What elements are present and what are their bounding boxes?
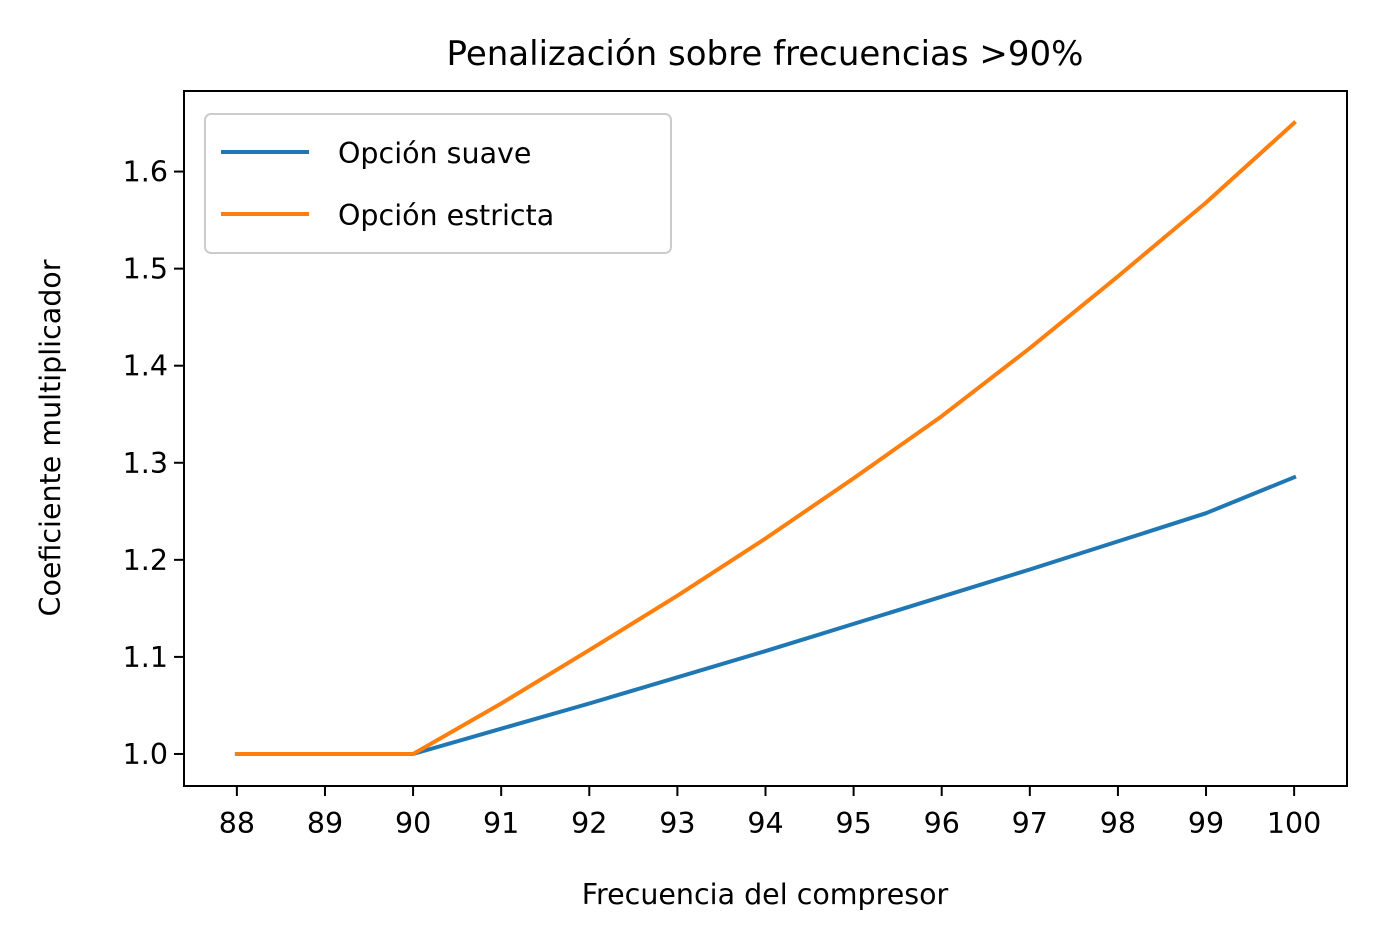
y-tick-label: 1.5 (123, 253, 168, 286)
x-tick-label: 91 (483, 807, 519, 840)
x-tick-label: 89 (307, 807, 343, 840)
x-tick-label: 90 (395, 807, 431, 840)
legend: Opción suave Opción estricta (204, 113, 672, 254)
y-tick-label: 1.0 (123, 738, 168, 771)
x-tick-label: 94 (747, 807, 783, 840)
y-tick-label: 1.2 (123, 544, 168, 577)
y-tick-label: 1.4 (123, 350, 168, 383)
y-tick-label: 1.1 (123, 641, 168, 674)
x-tick-label: 100 (1267, 807, 1321, 840)
legend-box (204, 113, 672, 254)
x-tick-label: 99 (1188, 807, 1224, 840)
plot-frame (183, 90, 1348, 787)
chart-title: Penalización sobre frecuencias >90% (447, 34, 1084, 74)
x-tick-label: 95 (835, 807, 871, 840)
legend-label-suave: Opción suave (338, 137, 531, 170)
x-tick-label: 92 (571, 807, 607, 840)
x-tick-label: 96 (924, 807, 960, 840)
y-axis-ticks: 1.0 1.1 1.2 1.3 1.4 1.5 1.6 (123, 156, 184, 771)
series-lines (234, 120, 1297, 756)
x-axis-label: Frecuencia del compresor (582, 878, 949, 911)
y-tick-label: 1.6 (123, 156, 168, 189)
y-tick-label: 1.3 (123, 447, 168, 480)
y-axis-label: Coeficiente multiplicador (34, 259, 67, 616)
x-tick-label: 97 (1012, 807, 1048, 840)
x-tick-label: 98 (1100, 807, 1136, 840)
x-tick-label: 88 (219, 807, 255, 840)
series-line-1 (234, 120, 1297, 756)
x-tick-label: 93 (659, 807, 695, 840)
series-line-0 (234, 474, 1297, 756)
legend-label-estricta: Opción estricta (338, 199, 554, 232)
x-axis-ticks: 88 89 90 91 92 93 94 95 96 97 98 99 100 (219, 786, 1321, 840)
